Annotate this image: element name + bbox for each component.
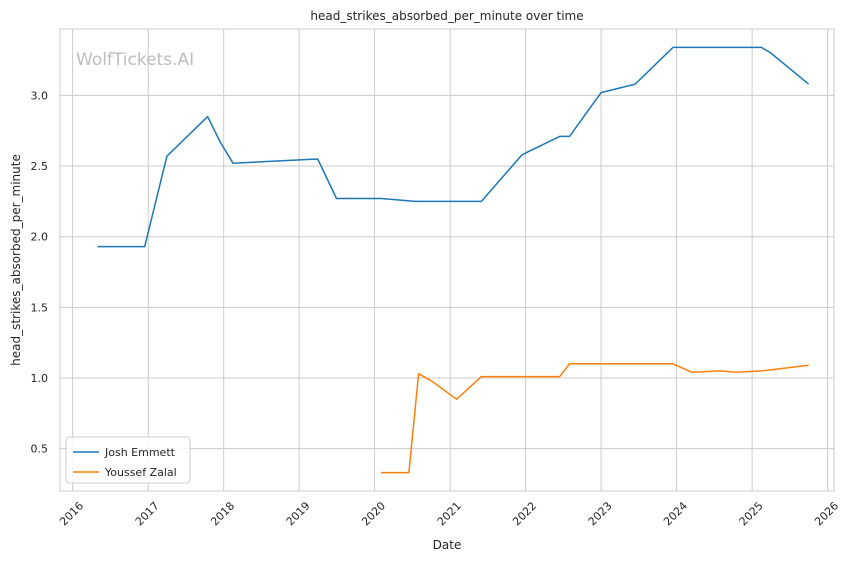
- chart-title: head_strikes_absorbed_per_minute over ti…: [310, 9, 583, 23]
- legend-label-josh-emmett: Josh Emmett: [104, 446, 176, 459]
- x-axis-label: Date: [433, 538, 462, 552]
- grid: [60, 29, 834, 491]
- y-tick-label: 1.5: [31, 301, 49, 314]
- y-tick-label: 3.0: [31, 89, 49, 102]
- y-tick-label: 2.0: [31, 231, 49, 244]
- series-line-josh-emmett: [97, 46, 810, 248]
- plot-frame: [59, 28, 835, 492]
- series-lines: [97, 46, 810, 474]
- y-tick-labels: 0.5 1.0 1.5 2.0 2.5 3.0: [31, 89, 49, 455]
- y-axis-label: head_strikes_absorbed_per_minute: [9, 154, 23, 366]
- watermark: WolfTickets.AI: [76, 50, 194, 70]
- y-tick-label: 0.5: [31, 443, 49, 456]
- y-tick-label: 1.0: [31, 372, 49, 385]
- legend: Josh Emmett Youssef Zalal: [65, 436, 191, 484]
- legend-label-youssef-zalal: Youssef Zalal: [104, 466, 177, 479]
- y-tick-label: 2.5: [31, 160, 49, 173]
- series-line-youssef-zalal: [381, 363, 809, 474]
